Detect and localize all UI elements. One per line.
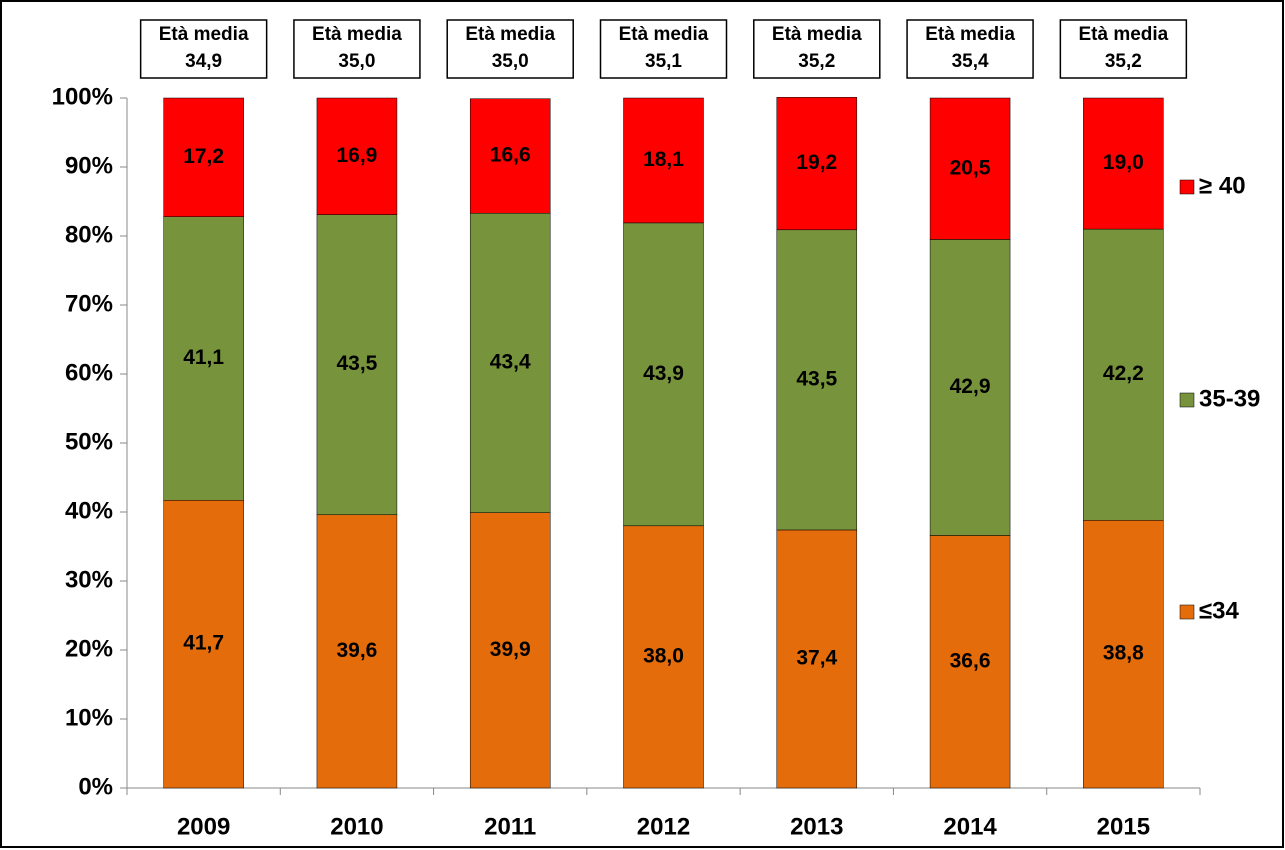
legend-swatch: [1179, 392, 1195, 408]
data-label: 39,6: [336, 639, 377, 662]
data-label: 36,6: [950, 649, 991, 672]
annotation-value: 35,2: [1105, 51, 1142, 72]
bar-segment: [316, 97, 398, 215]
y-tick-label: 30%: [65, 566, 113, 593]
y-tick-label: 50%: [65, 428, 113, 455]
bar-segment: [929, 239, 1011, 536]
bar-segment: [623, 97, 704, 224]
legend-label: ≤34: [1199, 597, 1240, 624]
annotation-box: [1059, 19, 1188, 79]
data-label: 19,0: [1103, 151, 1144, 174]
annotation-box: [139, 19, 268, 79]
annotation-box: [293, 19, 421, 79]
data-label: 41,7: [183, 632, 224, 655]
annotation-title: Età media: [619, 24, 709, 45]
bar-segment: [623, 525, 704, 789]
bar-segment: [1083, 520, 1164, 789]
annotation-title: Età media: [1078, 24, 1168, 45]
y-tick-label: 70%: [65, 290, 113, 317]
bar-segment: [316, 514, 398, 789]
annotation-value: 35,4: [952, 51, 989, 72]
bar-segment: [1083, 228, 1164, 521]
bar-segment: [929, 97, 1011, 240]
bar-segment: [776, 97, 858, 231]
x-tick-label: 2011: [484, 813, 536, 840]
y-tick-label: 20%: [65, 635, 113, 662]
bar-segment: [776, 529, 858, 789]
y-tick-label: 60%: [65, 359, 113, 386]
x-tick-label: 2010: [330, 813, 383, 840]
bar-segment: [623, 222, 704, 527]
bar-segment: [163, 500, 244, 789]
bar-segment: [929, 535, 1011, 789]
annotation-title: Età media: [772, 24, 862, 45]
annotation-box: [753, 19, 881, 79]
data-label: 41,1: [183, 346, 224, 369]
data-label: 38,8: [1103, 642, 1144, 665]
y-tick-label: 0%: [78, 773, 113, 800]
data-label: 18,1: [643, 148, 684, 171]
data-label: 16,9: [336, 144, 377, 167]
annotation-title: Età media: [465, 24, 555, 45]
annotation-box: [906, 19, 1034, 79]
legend-swatch: [1179, 604, 1195, 620]
annotation-value: 35,1: [645, 51, 682, 72]
y-tick-label: 40%: [65, 497, 113, 524]
data-label: 16,6: [490, 144, 531, 167]
annotation-value: 35,0: [338, 51, 375, 72]
data-label: 42,9: [950, 375, 991, 398]
x-tick-label: 2014: [943, 813, 997, 840]
annotation-value: 35,0: [492, 51, 529, 72]
data-label: 43,5: [796, 367, 837, 390]
x-tick-label: 2013: [790, 813, 843, 840]
y-tick-label: 80%: [65, 221, 113, 248]
data-label: 19,2: [796, 151, 837, 174]
y-tick-label: 100%: [52, 83, 113, 110]
bar-segment: [316, 214, 398, 516]
bar-segment: [469, 212, 551, 513]
data-label: 42,2: [1103, 362, 1144, 385]
data-label: 37,4: [796, 647, 837, 670]
y-tick-label: 90%: [65, 152, 113, 179]
data-label: 43,4: [490, 351, 531, 374]
bar-segment: [469, 98, 551, 214]
data-label: 43,5: [336, 352, 377, 375]
annotation-title: Età media: [312, 24, 402, 45]
y-tick-label: 10%: [65, 704, 113, 731]
data-label: 17,2: [183, 145, 224, 168]
bar-segment: [1083, 97, 1164, 230]
data-label: 38,0: [643, 644, 684, 667]
x-tick-label: 2009: [177, 813, 230, 840]
annotation-title: Età media: [159, 24, 249, 45]
legend-label: ≥ 40: [1199, 172, 1246, 199]
legend-swatch: [1179, 179, 1195, 195]
x-tick-label: 2012: [637, 813, 690, 840]
annotation-value: 34,9: [185, 51, 222, 72]
bar-segment: [776, 229, 858, 531]
data-label: 43,9: [643, 362, 684, 385]
legend-label: 35-39: [1199, 385, 1260, 412]
bar-segment: [163, 97, 244, 217]
annotation-value: 35,2: [798, 51, 835, 72]
annotation-box: [599, 19, 728, 79]
x-tick-label: 2015: [1097, 813, 1150, 840]
annotation-title: Età media: [925, 24, 1015, 45]
bar-segment: [469, 512, 551, 789]
data-label: 20,5: [950, 156, 991, 179]
annotation-box: [446, 19, 574, 79]
data-label: 39,9: [490, 638, 531, 661]
